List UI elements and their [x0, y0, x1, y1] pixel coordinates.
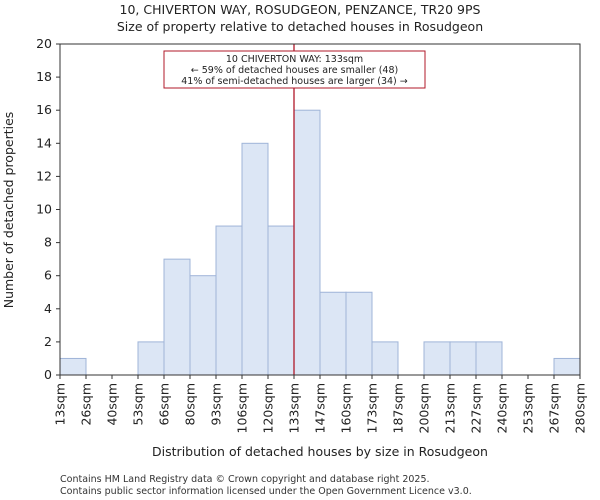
- bar-160sqm: [345, 291, 373, 376]
- x-tick-label: 227sqm: [469, 383, 484, 433]
- y-tick-label: 10: [36, 202, 52, 217]
- x-tick-label: 93sqm: [209, 383, 224, 426]
- x-tick-label: 253sqm: [521, 383, 536, 433]
- bar-13sqm: [59, 357, 87, 376]
- annotation-line-2: ← 59% of detached houses are smaller (48…: [191, 65, 398, 76]
- x-tick-label: 106sqm: [235, 383, 250, 433]
- annotation-line-3: 41% of semi-detached houses are larger (…: [181, 76, 408, 87]
- y-tick-label: 16: [36, 102, 52, 117]
- y-axis-ticks: 0 2 4 6 8 10 12 14 16 18 20: [36, 36, 60, 382]
- bar-53sqm: [137, 341, 165, 376]
- bar-200sqm: [423, 341, 451, 376]
- bar-147sqm: [319, 291, 347, 376]
- x-axis-ticks: 13sqm 26sqm 40sqm 53sqm 66sqm 80sqm 93sqm 106sq…: [53, 375, 588, 433]
- x-tick-label: 26sqm: [79, 383, 94, 426]
- x-tick-label: 280sqm: [573, 383, 588, 433]
- y-tick-label: 20: [36, 36, 52, 51]
- x-tick-label: 267sqm: [547, 383, 562, 433]
- bar-213sqm: [449, 341, 477, 376]
- chart-title: 10, CHIVERTON WAY, ROSUDGEON, PENZANCE, …: [120, 2, 481, 17]
- y-tick-label: 18: [36, 69, 52, 84]
- y-tick-label: 2: [44, 334, 52, 349]
- bar-106sqm: [241, 142, 269, 376]
- x-tick-label: 200sqm: [417, 383, 432, 433]
- y-tick-label: 4: [44, 301, 52, 316]
- x-tick-label: 53sqm: [131, 383, 146, 426]
- bars-group: [59, 109, 581, 376]
- footer-line-2: Contains public sector information licen…: [60, 486, 472, 497]
- y-tick-label: 8: [44, 235, 52, 250]
- bar-66sqm: [163, 258, 191, 376]
- annotation-box: [163, 50, 426, 89]
- bar-120sqm: [267, 225, 295, 376]
- y-tick-label: 6: [44, 268, 52, 283]
- bar-133sqm: [293, 109, 321, 376]
- x-tick-label: 120sqm: [261, 383, 276, 433]
- x-tick-label: 147sqm: [313, 383, 328, 433]
- x-tick-label: 213sqm: [443, 383, 458, 433]
- bar-267sqm: [553, 357, 581, 376]
- marker-annotation: 10 CHIVERTON WAY: 133sqm ← 59% of detach…: [163, 50, 426, 89]
- y-tick-label: 14: [36, 135, 52, 150]
- x-tick-label: 173sqm: [365, 383, 380, 433]
- y-axis-label: Number of detached properties: [1, 112, 16, 309]
- x-axis-label: Distribution of detached houses by size …: [152, 444, 488, 459]
- bar-227sqm: [475, 341, 503, 376]
- y-tick-label: 0: [44, 367, 52, 382]
- annotation-line-1: 10 CHIVERTON WAY: 133sqm: [226, 54, 363, 65]
- x-tick-label: 187sqm: [391, 383, 406, 433]
- x-tick-label: 66sqm: [157, 383, 172, 426]
- x-tick-label: 13sqm: [53, 383, 68, 426]
- x-tick-label: 133sqm: [287, 383, 302, 433]
- x-tick-label: 80sqm: [183, 383, 198, 426]
- bar-93sqm: [215, 225, 243, 376]
- bar-80sqm: [189, 275, 217, 376]
- footer-line-1: Contains HM Land Registry data © Crown c…: [60, 474, 430, 485]
- bar-173sqm: [371, 341, 399, 376]
- y-tick-label: 12: [36, 168, 52, 183]
- x-tick-label: 40sqm: [105, 383, 120, 426]
- x-tick-label: 240sqm: [495, 383, 510, 433]
- chart-subtitle: Size of property relative to detached ho…: [117, 19, 483, 34]
- x-tick-label: 160sqm: [339, 383, 354, 433]
